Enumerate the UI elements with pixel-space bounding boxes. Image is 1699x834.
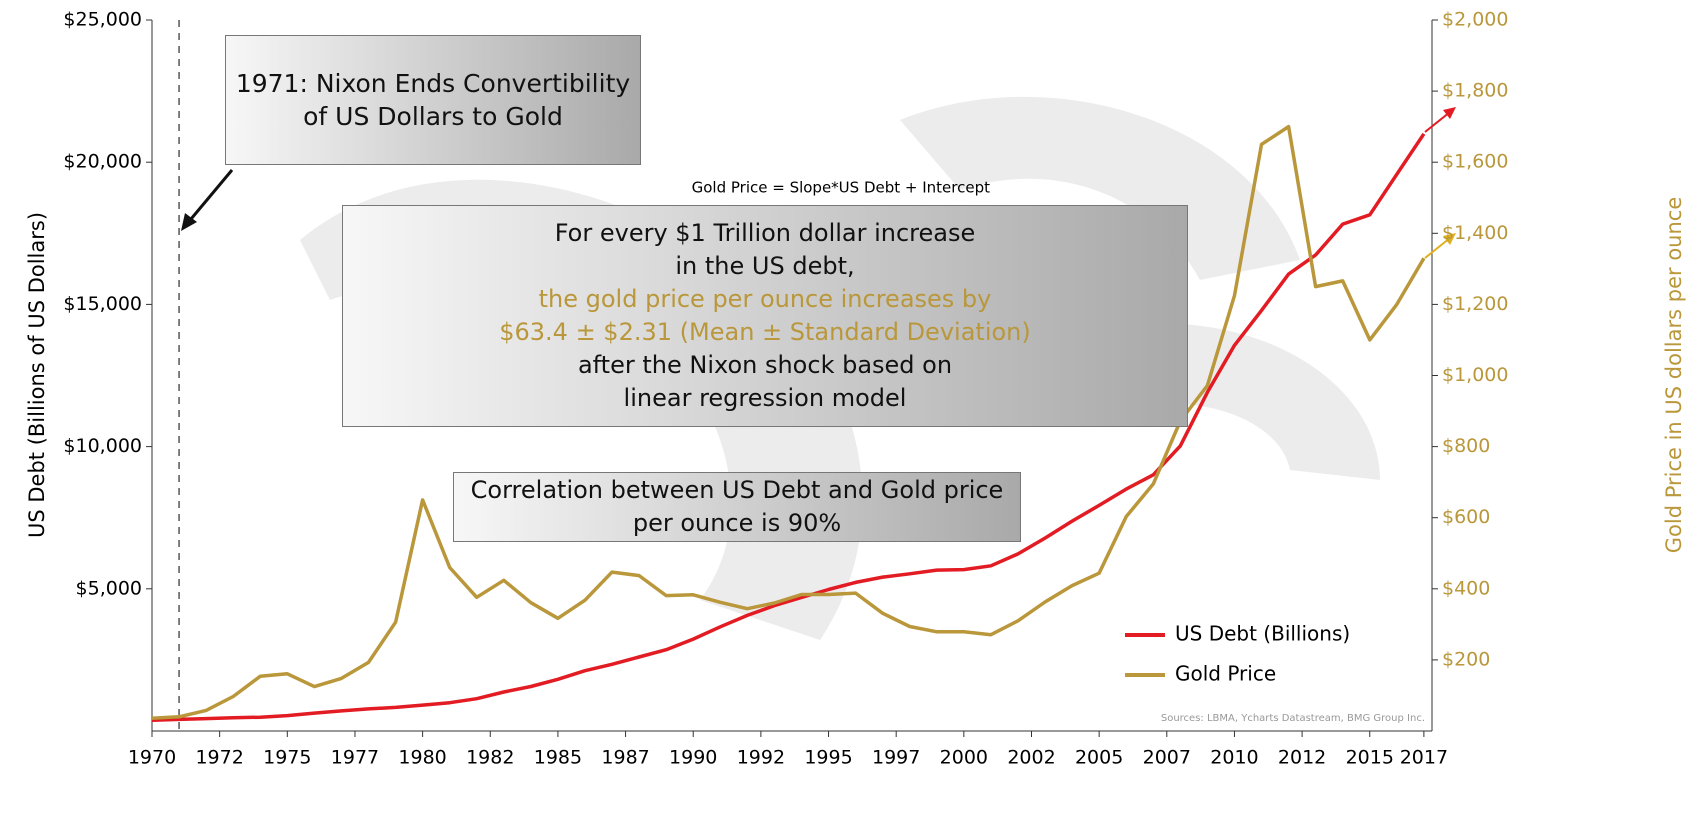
y2-tick-label: $1,400	[1442, 222, 1508, 244]
annotation-text: 1971: Nixon Ends Convertibility	[235, 69, 631, 98]
x-tick-label: 1975	[263, 747, 311, 769]
annotation-arrow	[184, 169, 234, 226]
x-tick-label: 2012	[1278, 747, 1326, 769]
annotation-arrowhead	[181, 213, 197, 231]
x-tick-label: 2015	[1346, 747, 1394, 769]
y-tick-label: $15,000	[63, 293, 142, 315]
y2-tick-label: $800	[1442, 435, 1490, 457]
x-tick-label: 1972	[195, 747, 243, 769]
annotation-text: For every $1 Trillion dollar increase	[554, 219, 976, 247]
annotation-box: Correlation between US Debt and Gold pri…	[453, 472, 1021, 542]
x-tick-label: 1987	[601, 747, 649, 769]
annotation-text: linear regression model	[623, 384, 907, 412]
annotation-text: in the US debt,	[675, 252, 855, 280]
x-tick-label: 1992	[737, 747, 785, 769]
x-tick-label: 2010	[1210, 747, 1258, 769]
y2-tick-label: $200	[1442, 648, 1490, 670]
y2-tick-label: $1,600	[1442, 151, 1508, 173]
x-tick-label: 1977	[331, 747, 379, 769]
annotation-box: 1971: Nixon Ends Convertibility of US Do…	[225, 35, 641, 165]
y-tick-label: $10,000	[63, 435, 142, 457]
annotation-text: after the Nixon shock based on	[577, 351, 953, 379]
end-arrows	[1424, 107, 1456, 259]
y2-tick-label: $1,200	[1442, 293, 1508, 315]
y2-tick-label: $400	[1442, 577, 1490, 599]
x-tick-label: 1997	[872, 747, 920, 769]
annotation-box: For every $1 Trillion dollar increase in…	[342, 205, 1188, 427]
x-tick-label: 1990	[669, 747, 717, 769]
x-tick-label: 2002	[1007, 747, 1055, 769]
y2-axis-label: Gold Price in US dollars per ounce	[1662, 197, 1686, 554]
annotation-text: Correlation between US Debt and Gold pri…	[470, 476, 1004, 504]
series-line	[151, 132, 1426, 722]
x-tick-label: 1980	[398, 747, 446, 769]
legend-label: US Debt (Billions)	[1175, 622, 1350, 646]
y2-tick-label: $1,800	[1442, 80, 1508, 102]
y-tick-label: $5,000	[76, 577, 142, 599]
sources: Sources: LBMA, Ycharts Datastream, BMG G…	[1161, 713, 1425, 724]
x-tick-label: 1982	[466, 747, 514, 769]
x-tick-label: 2005	[1075, 747, 1123, 769]
y2-tick-label: $1,000	[1442, 364, 1508, 386]
annotation-text: per ounce is 90%	[632, 509, 842, 537]
legend-label: Gold Price	[1175, 662, 1276, 686]
x-tick-label: 2007	[1143, 747, 1191, 769]
y2-tick-label: $600	[1442, 506, 1490, 528]
x-tick-label: 2000	[940, 747, 988, 769]
y-tick-label: $25,000	[63, 9, 142, 31]
formula: Gold Price = Slope*US Debt + Intercept	[692, 179, 991, 197]
x-tick-label: 1970	[128, 747, 176, 769]
x-tick-label: 1985	[534, 747, 582, 769]
x-tick-label: 2017	[1400, 747, 1448, 769]
annotation-text: $63.4 ± $2.31 (Mean ± Standard Deviation…	[499, 318, 1031, 346]
y-tick-label: $20,000	[63, 151, 142, 173]
annotation-text: the gold price per ounce increases by	[538, 285, 992, 313]
y2-tick-label: $2,000	[1442, 9, 1508, 31]
series-line	[151, 124, 1426, 720]
x-tick-label: 1995	[804, 747, 852, 769]
annotation-text: of US Dollars to Gold	[303, 102, 563, 131]
y-axis-label: US Debt (Billions of US Dollars)	[25, 212, 49, 538]
